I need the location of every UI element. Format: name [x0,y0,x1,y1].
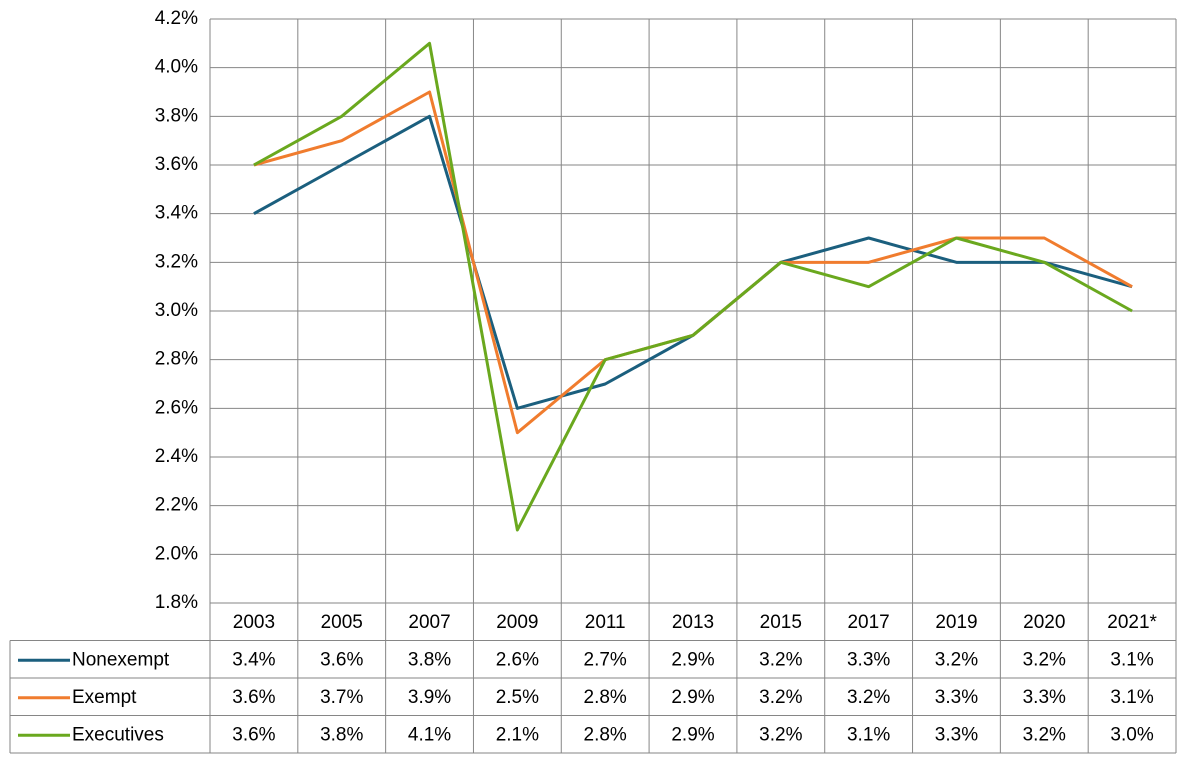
x-tick-label: 2011 [585,612,626,633]
table-value: 3.3% [1023,687,1066,708]
legend-label: Nonexempt [72,649,170,670]
y-tick-label: 4.0% [155,57,198,78]
table-value: 3.0% [1110,724,1153,745]
table-value: 3.2% [759,724,802,745]
table-value: 3.3% [935,687,978,708]
table-value: 3.2% [935,649,978,670]
table-value: 3.4% [232,649,275,670]
x-tick-label: 2003 [233,612,275,633]
table-value: 3.6% [232,687,275,708]
table-value: 2.1% [496,724,539,745]
table-value: 2.5% [496,687,539,708]
table-value: 3.8% [408,649,451,670]
series-line [253,41,1133,532]
legend-label: Executives [72,724,164,745]
table-value: 2.8% [584,687,627,708]
y-tick-label: 3.2% [155,251,198,272]
table-value: 3.6% [232,724,275,745]
table-value: 3.3% [847,649,890,670]
table-value: 4.1% [408,724,451,745]
y-tick-label: 1.8% [155,592,198,613]
x-tick-label: 2019 [935,612,977,633]
table-value: 3.1% [1110,649,1153,670]
table-value: 2.9% [671,724,714,745]
x-tick-label: 2020 [1023,612,1065,633]
x-tick-label: 2013 [672,612,714,633]
x-tick-label: 2005 [321,612,363,633]
y-tick-label: 3.0% [155,300,198,321]
table-value: 3.1% [1110,687,1153,708]
y-tick-label: 3.4% [155,203,198,224]
table-value: 3.6% [320,649,363,670]
table-value: 3.3% [935,724,978,745]
x-tick-label: 2009 [496,612,538,633]
x-tick-label: 2017 [847,612,889,633]
table-value: 3.2% [759,687,802,708]
x-tick-label: 2021* [1107,612,1157,633]
y-tick-label: 2.0% [155,543,198,564]
table-value: 3.7% [320,687,363,708]
table-value: 3.2% [1023,724,1066,745]
table-value: 3.1% [847,724,890,745]
x-tick-label: 2015 [760,612,802,633]
x-tick-label: 2007 [408,612,450,633]
y-tick-label: 2.4% [155,446,198,467]
y-tick-label: 3.8% [155,105,198,126]
table-value: 3.2% [847,687,890,708]
table-value: 2.6% [496,649,539,670]
table-value: 2.7% [584,649,627,670]
table-value: 2.9% [671,649,714,670]
y-tick-label: 2.2% [155,495,198,516]
table-value: 3.2% [759,649,802,670]
y-tick-label: 3.6% [155,154,198,175]
y-tick-label: 2.6% [155,397,198,418]
table-value: 2.9% [671,687,714,708]
y-tick-label: 4.2% [155,8,198,29]
table-value: 2.8% [584,724,627,745]
table-value: 3.8% [320,724,363,745]
legend-label: Exempt [72,687,137,708]
y-tick-label: 2.8% [155,349,198,370]
table-value: 3.2% [1023,649,1066,670]
table-value: 3.9% [408,687,451,708]
